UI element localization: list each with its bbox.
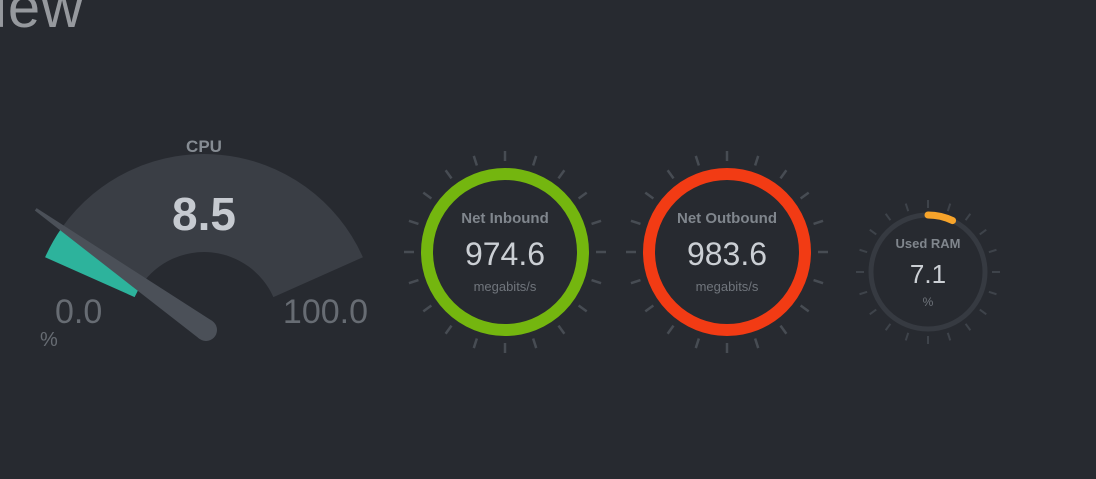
tick-mark [422,191,433,200]
tick-mark [813,278,824,285]
tick-mark [557,169,566,180]
cpu-gauge-track [61,154,363,298]
net-outbound-gauge: Net Outbound 983.6 megabits/s [617,142,837,362]
tick-mark [869,228,877,236]
tick-mark [472,155,479,166]
tick-mark [644,304,655,313]
used-ram-title: Used RAM [895,235,961,251]
tick-mark [630,278,641,285]
used-ram-gauge: Used RAM 7.1 % [848,192,1008,352]
cpu-gauge-min-label: 0.0 [55,293,102,331]
tick-mark [779,324,788,335]
net-inbound-ring-canvas [404,151,606,353]
tick-mark [799,191,810,200]
tick-mark [813,219,824,226]
cpu-gauge-title: CPU [186,137,222,156]
tick-mark [884,323,892,331]
tick-mark [644,191,655,200]
used-ram-ring-canvas [856,200,1000,344]
net-inbound-unit: megabits/s [473,279,537,294]
tick-mark [591,219,602,226]
tick-mark [630,219,641,226]
tick-mark [904,332,910,341]
net-inbound-gauge: Net Inbound 974.6 megabits/s [395,142,615,362]
tick-mark [988,290,997,296]
tick-mark [666,169,675,180]
tick-mark [591,278,602,285]
tick-mark [988,248,997,254]
tick-mark [979,308,987,316]
tick-mark [557,324,566,335]
tick-mark [408,278,419,285]
tick-mark [577,191,588,200]
cpu-gauge-needle [34,208,213,339]
tick-mark [884,213,892,221]
tick-mark [859,290,868,296]
cpu-gauge-unit-label: % [40,329,58,351]
tick-mark [666,324,675,335]
net-outbound-unit: megabits/s [695,279,759,294]
tick-mark [799,304,810,313]
tick-mark [753,338,760,349]
tick-mark [964,323,972,331]
net-inbound-value: 974.6 [464,236,546,272]
used-ram-value: 7.1 [909,258,947,289]
tick-mark [869,308,877,316]
tick-mark [946,203,952,212]
cpu-gauge: CPU 8.5 0.0 100.0 % [20,120,400,360]
tick-mark [694,155,701,166]
net-outbound-title: Net Outbound [677,210,777,227]
used-ram-arc [924,211,957,225]
tick-mark [779,169,788,180]
cpu-gauge-max-label: 100.0 [283,293,368,331]
net-inbound-ring [421,168,589,336]
tick-mark [531,338,538,349]
tick-mark [979,228,987,236]
net-outbound-ring-canvas [626,151,828,353]
tick-mark [904,203,910,212]
tick-mark [422,304,433,313]
page-title: iew [0,0,85,40]
tick-mark [964,213,972,221]
tick-mark [444,169,453,180]
net-outbound-value: 983.6 [686,236,768,272]
tick-mark [577,304,588,313]
cpu-gauge-canvas: CPU 8.5 0.0 100.0 % [34,137,368,351]
tick-mark [531,155,538,166]
tick-mark [408,219,419,226]
tick-mark [753,155,760,166]
tick-mark [472,338,479,349]
net-inbound-title: Net Inbound [461,210,549,227]
tick-mark [859,248,868,254]
tick-mark [946,332,952,341]
net-outbound-ring [643,168,811,336]
tick-mark [694,338,701,349]
cpu-gauge-needle-pivot [195,319,217,341]
used-ram-unit: % [922,294,934,309]
cpu-gauge-value: 8.5 [172,188,236,240]
cpu-gauge-fill [45,227,142,298]
tick-mark [444,324,453,335]
